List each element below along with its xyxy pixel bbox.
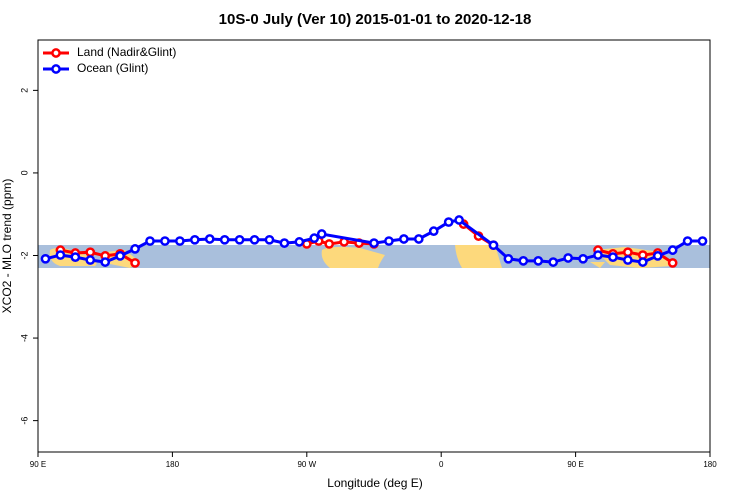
y-tick-label: 2 bbox=[19, 88, 29, 93]
plot-frame bbox=[37, 39, 711, 453]
data-point bbox=[294, 237, 305, 247]
data-point bbox=[130, 258, 140, 268]
x-tick-label: 180 bbox=[166, 460, 180, 469]
data-point bbox=[623, 255, 633, 265]
data-point bbox=[563, 253, 573, 263]
data-point bbox=[234, 234, 245, 245]
data-point bbox=[324, 239, 335, 249]
data-point bbox=[85, 255, 96, 265]
data-point bbox=[488, 240, 499, 251]
data-point bbox=[667, 258, 678, 268]
data-point bbox=[454, 215, 464, 225]
y-tick-label: 0 bbox=[19, 170, 29, 175]
data-point bbox=[279, 238, 290, 248]
y-tick-label: -6 bbox=[19, 417, 29, 425]
data-point bbox=[309, 233, 320, 244]
data-point bbox=[593, 250, 603, 260]
data-point bbox=[160, 236, 170, 246]
data-point bbox=[413, 234, 424, 244]
data-point bbox=[40, 253, 51, 264]
x-tick-label: 90 E bbox=[30, 460, 46, 469]
data-point bbox=[204, 234, 215, 244]
data-point bbox=[399, 234, 409, 244]
data-point bbox=[100, 257, 111, 267]
data-point bbox=[533, 256, 544, 266]
data-point bbox=[316, 229, 327, 239]
data-point bbox=[175, 236, 185, 246]
data-point bbox=[70, 252, 81, 262]
data-point bbox=[608, 252, 618, 262]
data-point bbox=[503, 253, 514, 264]
data-point bbox=[85, 247, 96, 258]
x-tick-label: 90 E bbox=[567, 460, 583, 469]
data-point bbox=[518, 256, 529, 266]
series-line bbox=[60, 222, 674, 265]
data-point bbox=[55, 250, 66, 260]
data-point bbox=[145, 236, 155, 246]
data-point bbox=[682, 236, 693, 246]
x-tick-label: 180 bbox=[703, 460, 717, 469]
data-point bbox=[578, 253, 588, 264]
legend-label: Ocean (Glint) bbox=[77, 61, 148, 75]
y-tick-label: -4 bbox=[19, 334, 29, 342]
data-point bbox=[249, 234, 260, 245]
data-point bbox=[369, 238, 379, 248]
legend-marker bbox=[51, 64, 61, 74]
data-point bbox=[130, 244, 140, 254]
data-point bbox=[637, 257, 648, 267]
data-point bbox=[443, 217, 454, 227]
x-axis-label: Longitude (deg E) bbox=[327, 476, 422, 490]
data-point bbox=[667, 245, 678, 255]
data-point bbox=[428, 226, 439, 236]
x-tick-label: 0 bbox=[439, 460, 444, 469]
legend-label: Land (Nadir&Glint) bbox=[77, 45, 176, 59]
data-point bbox=[548, 257, 559, 267]
legend-marker bbox=[51, 48, 61, 58]
y-axis-label: XCO2 - MLO trend (ppm) bbox=[0, 179, 14, 314]
data-point bbox=[623, 247, 633, 258]
x-tick-label: 90 W bbox=[297, 460, 316, 469]
data-point bbox=[189, 234, 200, 245]
data-point bbox=[115, 251, 125, 261]
y-tick-label: -2 bbox=[19, 251, 29, 259]
chart-title: 10S-0 July (Ver 10) 2015-01-01 to 2020-1… bbox=[219, 11, 532, 28]
data-point bbox=[264, 234, 275, 245]
data-point bbox=[219, 234, 230, 245]
data-point bbox=[652, 251, 663, 261]
data-point bbox=[384, 236, 394, 246]
data-point bbox=[697, 236, 708, 246]
